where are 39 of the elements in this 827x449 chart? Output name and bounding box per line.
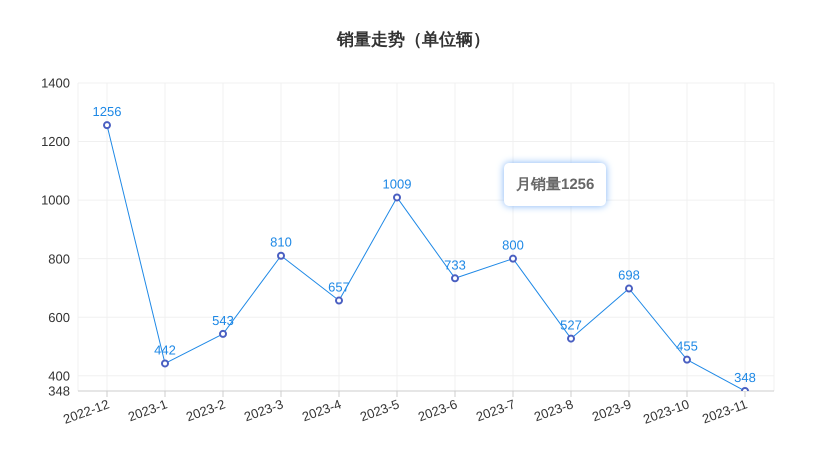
data-label: 698: [618, 268, 640, 283]
x-tick-label: 2023-3: [242, 396, 286, 424]
data-label: 527: [560, 318, 582, 333]
point: [277, 252, 285, 260]
point: [393, 193, 401, 202]
x-tick-label: 2023-2: [184, 396, 228, 424]
y-tick-label: 1000: [41, 192, 70, 208]
point: [219, 330, 227, 338]
point: [567, 334, 575, 343]
x-tick-label: 2023-6: [416, 396, 460, 424]
data-label: 455: [676, 338, 698, 354]
y-tick-label: 348: [48, 384, 70, 399]
x-tick-label: 2023-8: [532, 396, 576, 424]
x-tick-label: 2023-7: [474, 396, 518, 424]
y-tick-label: 800: [48, 251, 70, 266]
data-label: 1009: [382, 176, 412, 192]
point: [683, 356, 691, 364]
y-tick-label: 600: [48, 310, 70, 325]
data-label: 800: [502, 238, 524, 253]
y-tick-label: 1400: [41, 76, 70, 91]
data-label: 810: [270, 234, 292, 250]
y-tick-label: 1200: [41, 134, 70, 150]
data-label: 1256: [92, 104, 122, 120]
data-label: 733: [444, 257, 466, 272]
point: [625, 284, 633, 293]
data-label: 348: [734, 370, 756, 385]
data-label: 543: [212, 312, 234, 328]
point: [451, 274, 459, 282]
point: [161, 359, 169, 368]
point: [335, 296, 343, 305]
chart-title: 销量走势（单位辆）: [336, 29, 491, 51]
point: [103, 121, 111, 130]
x-tick-label: 2023-9: [590, 396, 634, 424]
x-tick-label: 2023-5: [358, 396, 402, 424]
annotation: 月销量1256: [504, 163, 606, 206]
x-tick-label: 2023-4: [300, 396, 344, 424]
x-tick-label: 2023-1: [126, 396, 170, 424]
y-tick-label: 400: [48, 368, 70, 384]
point: [509, 254, 517, 263]
